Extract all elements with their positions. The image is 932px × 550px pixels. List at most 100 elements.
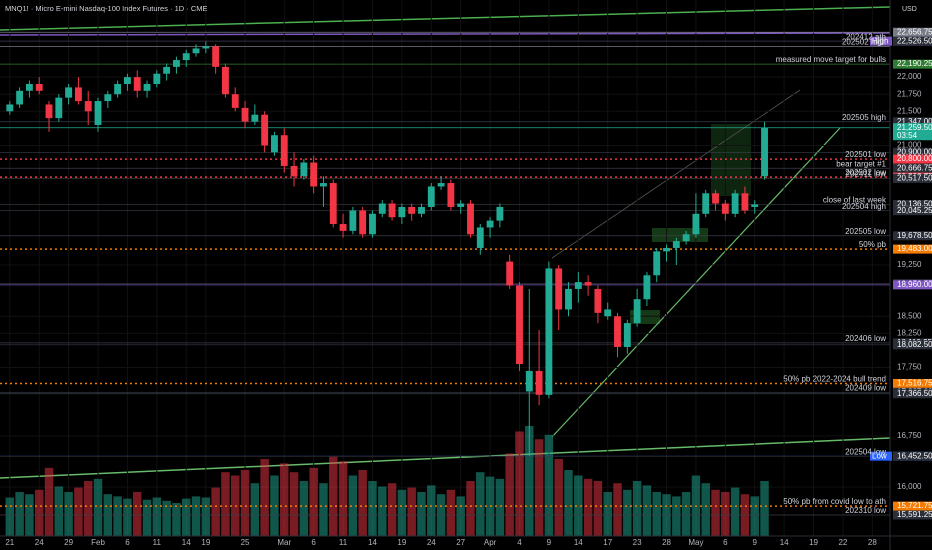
- candle-body: [133, 77, 141, 91]
- x-tick-label: 28: [868, 538, 877, 547]
- price-label: 20,666.75: [897, 163, 932, 172]
- y-tick-label: 21,750: [897, 89, 922, 98]
- price-label: 22,656.75: [897, 27, 932, 36]
- price-label: 18,082.50: [897, 340, 932, 349]
- level-annotation: 50% pb: [859, 240, 887, 249]
- volume-bar: [681, 492, 691, 536]
- level-annotation: 202411 low: [846, 170, 887, 179]
- x-tick-label: 19: [201, 538, 210, 547]
- price-label-box: [893, 378, 932, 388]
- candle-body: [25, 83, 33, 91]
- y-tick-label: 16,750: [897, 431, 922, 440]
- x-tick-label: 19: [809, 538, 818, 547]
- x-tick-label: May: [688, 538, 703, 547]
- x-tick-label: 14: [574, 538, 583, 547]
- candle-body: [496, 206, 504, 221]
- price-label-box: [893, 244, 932, 254]
- price-label: 21,259.50: [897, 123, 932, 132]
- volume-bar: [289, 472, 299, 536]
- level-annotation: 202502 high: [842, 38, 886, 47]
- price-label: 15,591.25: [897, 510, 932, 519]
- candle-body: [271, 135, 278, 153]
- volume-bar: [378, 486, 387, 536]
- candle-body: [320, 183, 327, 187]
- y-tick-label: 22,000: [897, 72, 922, 81]
- candle-body: [35, 83, 43, 91]
- candle-body: [721, 203, 729, 214]
- candle-body: [741, 193, 749, 211]
- candle-body: [516, 285, 523, 365]
- volume-bar: [329, 456, 338, 536]
- x-tick-label: 25: [241, 538, 250, 547]
- volume-bar: [74, 487, 83, 536]
- volume-bar: [466, 481, 475, 536]
- tag-label: Low: [872, 451, 887, 460]
- candle-body: [6, 104, 14, 112]
- y-tick-label: 18,250: [897, 328, 922, 337]
- candle-body: [153, 73, 161, 84]
- volume-bar: [270, 475, 279, 536]
- candle-body: [143, 83, 151, 91]
- volume-bar: [701, 483, 710, 536]
- price-label-box: [893, 59, 932, 69]
- volume-bar: [760, 481, 769, 536]
- level-annotation: close of last week: [823, 196, 887, 205]
- candle-body: [692, 213, 700, 235]
- candle-body: [476, 227, 484, 248]
- volume-bar: [368, 481, 377, 536]
- volume-bar: [319, 483, 328, 536]
- price-label-box: [893, 117, 932, 127]
- candle-body: [55, 97, 63, 119]
- x-tick-label: Apr: [484, 538, 497, 547]
- y-tick-label: 19,250: [897, 260, 922, 269]
- candle-body: [290, 165, 298, 177]
- volume-bar: [446, 489, 456, 536]
- tag-box: [870, 451, 892, 461]
- level-annotation: 202505 high: [842, 113, 886, 122]
- candle-body: [584, 282, 592, 286]
- x-tick-label: 17: [603, 538, 612, 547]
- candle-body: [545, 268, 553, 395]
- x-tick-label: 14: [368, 538, 377, 547]
- candle-body: [437, 183, 445, 187]
- volume-bar: [93, 478, 103, 536]
- price-label: 19,678.50: [897, 231, 932, 240]
- countdown: 03:54: [897, 131, 918, 140]
- volume-bar: [407, 487, 416, 536]
- candle-body: [486, 220, 494, 228]
- candle-body: [378, 203, 386, 214]
- candle-body: [604, 309, 612, 317]
- volume-bar: [672, 496, 681, 536]
- candle-body: [104, 94, 112, 102]
- volume-bar: [44, 467, 54, 536]
- tag-label: High: [872, 36, 888, 45]
- level-annotation: 202412 ath: [846, 32, 886, 41]
- symbol-title: MNQ1! · Micro E-mini Nasdaq-100 Index Fu…: [5, 4, 208, 13]
- candle-body: [388, 203, 396, 218]
- candle-body: [565, 288, 572, 310]
- candle-body: [653, 251, 661, 276]
- x-tick-label: 4: [517, 538, 522, 547]
- level-annotation: 202501 low: [845, 150, 886, 159]
- price-label-box: [893, 231, 932, 241]
- x-tick-label: Mar: [277, 538, 291, 547]
- volume-bar: [358, 470, 367, 536]
- trendline: [0, 32, 891, 36]
- tag-box: [870, 36, 892, 46]
- volume-bar: [603, 492, 612, 536]
- candle-body: [682, 234, 690, 242]
- x-tick-label: 11: [153, 538, 162, 547]
- trendline: [0, 6, 891, 31]
- candle-body: [261, 114, 269, 146]
- candle-body: [16, 90, 24, 105]
- currency: USD: [902, 6, 917, 13]
- candle-body: [84, 101, 92, 112]
- x-tick-label: 9: [547, 538, 552, 547]
- volume-bar: [123, 498, 132, 536]
- volume-bar: [309, 467, 318, 536]
- price-label-box: [893, 510, 932, 520]
- volume-bar: [632, 481, 642, 536]
- level-annotation: 202406 low: [845, 334, 886, 343]
- x-tick-label: 24: [35, 538, 44, 547]
- volume-bar: [240, 470, 250, 536]
